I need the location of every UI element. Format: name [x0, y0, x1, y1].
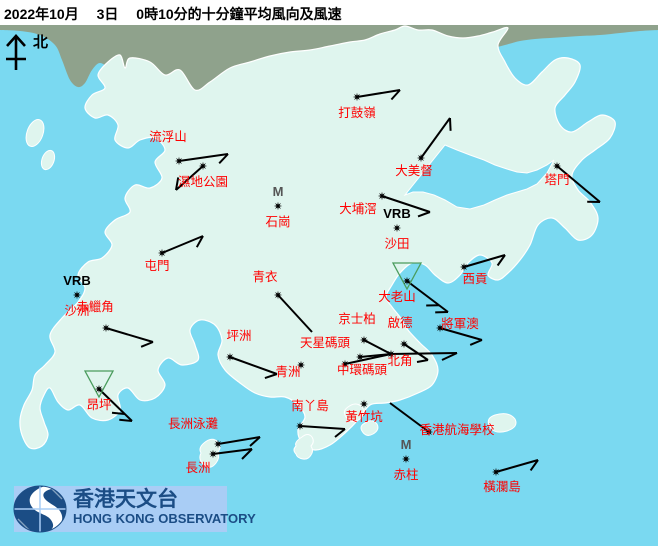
svg-text:將軍澳: 將軍澳 [441, 316, 479, 331]
svg-text:啟德: 啟德 [387, 315, 413, 330]
svg-text:黃竹坑: 黃竹坑 [345, 409, 383, 424]
svg-text:流浮山: 流浮山 [149, 130, 187, 144]
svg-text:石崗: 石崗 [265, 215, 290, 229]
svg-text:京士柏: 京士柏 [338, 311, 376, 326]
svg-text:橫瀾島: 橫瀾島 [483, 479, 521, 494]
svg-text:HONG KONG OBSERVATORY: HONG KONG OBSERVATORY [73, 511, 256, 526]
svg-text:香港航海學校: 香港航海學校 [419, 422, 495, 437]
svg-text:塔門: 塔門 [544, 173, 569, 187]
svg-text:北角: 北角 [387, 354, 412, 368]
svg-text:昂坪: 昂坪 [86, 398, 111, 412]
svg-text:屯門: 屯門 [144, 259, 169, 273]
svg-text:香港天文台: 香港天文台 [73, 487, 178, 511]
svg-text:長洲: 長洲 [185, 461, 210, 475]
svg-text:沙田: 沙田 [384, 237, 409, 251]
svg-text:VRB: VRB [383, 206, 410, 221]
svg-text:青衣: 青衣 [252, 269, 278, 284]
svg-text:天星碼頭: 天星碼頭 [300, 336, 351, 350]
svg-text:大老山: 大老山 [378, 290, 416, 304]
svg-text:中環碼頭: 中環碼頭 [337, 362, 388, 377]
svg-text:赤柱: 赤柱 [393, 467, 418, 482]
svg-text:濕地公園: 濕地公園 [178, 175, 228, 189]
svg-text:大美督: 大美督 [395, 163, 433, 178]
svg-text:沙洲: 沙洲 [64, 304, 89, 318]
svg-text:南丫島: 南丫島 [291, 398, 329, 413]
svg-text:M: M [273, 184, 284, 199]
svg-text:北: 北 [33, 34, 48, 51]
svg-text:VRB: VRB [63, 273, 90, 288]
svg-text:西貢: 西貢 [462, 272, 487, 286]
svg-text:青洲: 青洲 [275, 365, 300, 379]
svg-text:M: M [401, 437, 412, 452]
svg-text:坪洲: 坪洲 [226, 329, 251, 343]
svg-text:打鼓嶺: 打鼓嶺 [338, 106, 376, 120]
svg-text:大埔滘: 大埔滘 [339, 202, 377, 216]
svg-text:長洲泳灘: 長洲泳灘 [168, 417, 219, 431]
